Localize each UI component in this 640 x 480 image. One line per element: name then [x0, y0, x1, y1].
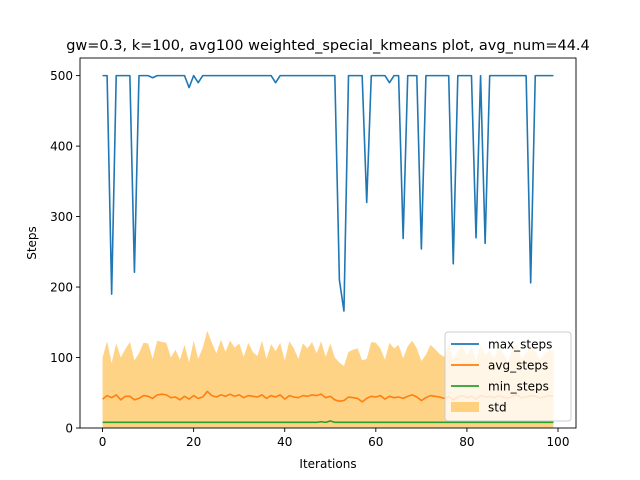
y-tick-label: 0 — [65, 422, 73, 436]
x-tick-label: 100 — [547, 435, 570, 449]
max_steps-line — [102, 74, 554, 312]
legend-label-avg_steps: avg_steps — [488, 359, 548, 373]
y-tick-label: 300 — [50, 210, 73, 224]
min_steps-line — [102, 420, 554, 424]
legend-swatch-std — [451, 402, 479, 412]
legend-label-min_steps: min_steps — [488, 380, 549, 394]
y-tick-label: 200 — [50, 281, 73, 295]
axes: 0 20 40 60 80 100 0 100 200 300 400 500 — [50, 57, 577, 449]
axes-frame — [79, 57, 577, 429]
y-axis-label: Steps — [25, 226, 39, 260]
legend-box — [444, 331, 572, 422]
y-tick-label: 500 — [50, 69, 73, 83]
std-band-layer — [102, 330, 554, 428]
chart-title: gw=0.3, k=100, avg100 weighted_special_k… — [66, 38, 590, 54]
x-tick-label: 40 — [277, 435, 292, 449]
legend-label-max_steps: max_steps — [488, 338, 552, 352]
x-axis-label: Iterations — [299, 457, 356, 471]
y-tick-label: 100 — [50, 351, 73, 365]
x-tick-label: 0 — [99, 435, 107, 449]
x-tick-label: 60 — [368, 435, 383, 449]
x-tick-label: 20 — [186, 435, 201, 449]
x-tick-label: 80 — [459, 435, 474, 449]
legend-label-std: std — [488, 401, 507, 415]
std-band — [102, 330, 554, 428]
y-tick-label: 400 — [50, 140, 73, 154]
